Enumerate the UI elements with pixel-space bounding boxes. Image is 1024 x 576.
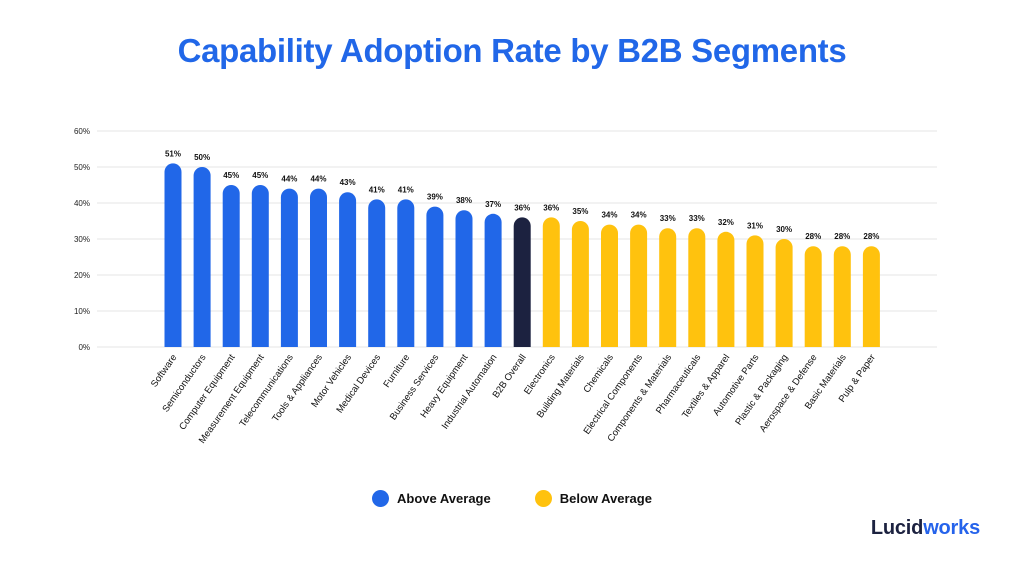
logo-suffix: works [923,517,980,539]
bar [397,199,415,347]
x-tick-label: Furniture [381,352,412,389]
bar-value-label: 41% [398,185,414,194]
legend-label-below: Below Average [559,491,652,506]
bar-value-label: 39% [427,193,443,202]
bar-value-label: 38% [456,196,472,205]
bar-value-label: 28% [805,232,821,241]
x-tick-label: Plastic & Packaging [733,352,790,427]
bar [862,246,880,347]
y-tick-label: 60% [74,127,90,136]
bar-value-label: 36% [543,203,559,212]
bar-value-label: 41% [369,185,385,194]
legend: Above Average Below Average [0,490,1024,507]
y-tick-label: 50% [74,163,90,172]
bar [833,246,851,347]
bar-value-label: 28% [863,232,879,241]
bar-value-label: 32% [718,218,734,227]
bar [164,163,182,347]
bar-value-label: 31% [747,221,763,230]
bar-value-label: 34% [631,211,647,220]
bar [426,206,444,347]
bar-value-label: 28% [834,232,850,241]
bar-value-label: 34% [601,211,617,220]
y-tick-label: 30% [74,235,90,244]
bar-value-label: 33% [660,214,676,223]
bar [542,217,560,347]
x-tick-label: Telecommunications [237,352,296,429]
bar [251,185,269,347]
bar [746,235,764,347]
bar [659,228,677,347]
bar [775,239,793,347]
legend-swatch-below [534,490,552,507]
y-tick-label: 20% [74,271,90,280]
legend-item-below: Below Average [534,490,652,507]
bar-value-label: 44% [310,175,326,184]
bar [717,231,735,347]
bar-value-label: 45% [252,171,268,180]
logo-prefix: Lucid [870,517,924,539]
bar [280,188,298,347]
legend-label-above: Above Average [397,491,491,506]
y-tick-label: 0% [78,343,90,352]
bar-value-label: 43% [340,178,356,187]
bar [513,217,531,347]
bar-value-label: 51% [165,149,181,158]
bar-value-label: 35% [572,207,588,216]
legend-swatch-above [372,490,390,507]
bar-value-label: 50% [194,153,210,162]
legend-item-above: Above Average [372,490,491,507]
bar [804,246,822,347]
y-tick-label: 40% [74,199,90,208]
chart-title: Capability Adoption Rate by B2B Segments [177,32,847,69]
x-tick-label: Software [149,352,180,389]
bar [193,167,211,347]
bar [339,192,357,347]
bar [688,228,706,347]
bar [310,188,327,347]
lucidworks-logo: Lucidworks [871,517,980,540]
x-tick-label: Industrial Automation [440,352,500,431]
bar [571,221,589,347]
bar-value-label: 37% [485,200,501,209]
bar-value-label: 30% [776,225,792,234]
bar-value-label: 33% [689,214,705,223]
bar-value-label: 36% [514,203,530,212]
bar [455,210,473,347]
bar-value-label: 45% [223,171,239,180]
bar [368,199,386,347]
bar [601,224,618,347]
bar [484,213,502,347]
bar [222,185,240,347]
y-tick-label: 10% [74,307,90,316]
bar [630,224,648,347]
bar-value-label: 44% [281,175,297,184]
